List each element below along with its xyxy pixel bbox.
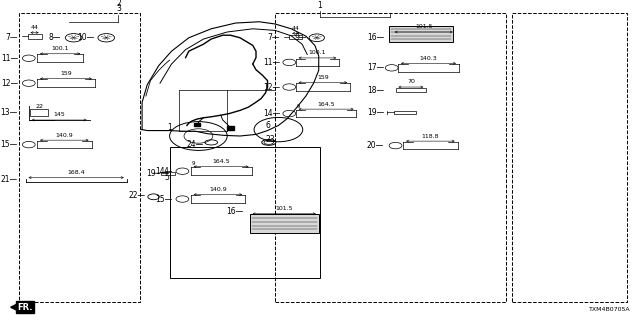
Bar — [275, 13, 506, 302]
Text: 15—: 15— — [156, 195, 173, 204]
Text: 3: 3 — [116, 4, 121, 13]
Bar — [194, 123, 200, 126]
Text: 9—: 9— — [294, 33, 307, 42]
Text: 4: 4 — [164, 167, 169, 176]
Text: 164.5: 164.5 — [212, 159, 230, 164]
Bar — [394, 111, 416, 114]
Text: 22—: 22— — [129, 191, 146, 200]
Text: 1: 1 — [317, 1, 323, 10]
Text: 70: 70 — [407, 79, 415, 84]
Bar — [396, 88, 426, 92]
Text: 11—: 11— — [1, 54, 18, 63]
Text: 44: 44 — [31, 25, 38, 30]
Text: 24—: 24— — [186, 140, 204, 149]
Text: 21—: 21— — [1, 175, 18, 184]
Text: 12—: 12— — [263, 83, 280, 92]
Text: 20—: 20— — [367, 141, 384, 150]
Text: 159: 159 — [317, 75, 329, 80]
Text: TXM4B0705A: TXM4B0705A — [589, 307, 630, 312]
Bar — [19, 13, 140, 302]
Text: 15—: 15— — [1, 140, 18, 149]
Text: 13—: 13— — [1, 108, 18, 117]
Text: 14—: 14— — [263, 109, 280, 118]
Text: 19: 19 — [146, 169, 156, 178]
Text: 2: 2 — [116, 0, 121, 8]
Text: 16—: 16— — [226, 207, 243, 216]
Text: 17—: 17— — [367, 63, 384, 72]
Bar — [512, 13, 627, 302]
Text: 22: 22 — [35, 104, 44, 109]
Text: 44: 44 — [292, 26, 300, 31]
Bar — [161, 172, 175, 175]
Text: 101.5: 101.5 — [275, 206, 293, 211]
Text: 7—: 7— — [5, 33, 18, 42]
Text: 23: 23 — [266, 135, 275, 144]
Text: 140.3: 140.3 — [420, 56, 437, 61]
Text: 118.8: 118.8 — [422, 133, 439, 139]
Text: FR.: FR. — [17, 303, 33, 312]
Text: 16—: 16— — [367, 33, 384, 42]
Text: 8—: 8— — [49, 33, 61, 42]
Text: 159: 159 — [60, 71, 72, 76]
Text: 145: 145 — [53, 112, 65, 117]
Text: 18—: 18— — [367, 86, 384, 95]
Bar — [227, 126, 234, 130]
Bar — [289, 35, 302, 39]
Bar — [28, 34, 42, 39]
Text: 14—: 14— — [156, 167, 173, 176]
Text: 12—: 12— — [1, 79, 18, 88]
Bar — [170, 147, 320, 278]
Text: 164.5: 164.5 — [317, 101, 335, 107]
Text: 100.1: 100.1 — [51, 46, 69, 51]
Text: 1: 1 — [167, 124, 172, 132]
Text: 101.5: 101.5 — [415, 24, 433, 29]
Text: 10—: 10— — [77, 33, 95, 42]
Text: 168.4: 168.4 — [67, 170, 85, 175]
Text: 19—: 19— — [367, 108, 384, 117]
Bar — [250, 214, 319, 233]
Bar — [30, 109, 48, 116]
Text: 9: 9 — [191, 161, 195, 166]
Text: 6: 6 — [266, 121, 271, 130]
Text: 100.1: 100.1 — [308, 50, 326, 55]
Text: 7—: 7— — [268, 33, 280, 42]
Text: 9: 9 — [296, 104, 300, 109]
Text: 5: 5 — [164, 173, 169, 182]
Text: 140.9: 140.9 — [209, 187, 227, 192]
Bar — [389, 26, 453, 42]
Text: 11—: 11— — [263, 58, 280, 67]
Text: 140.9: 140.9 — [56, 132, 73, 138]
